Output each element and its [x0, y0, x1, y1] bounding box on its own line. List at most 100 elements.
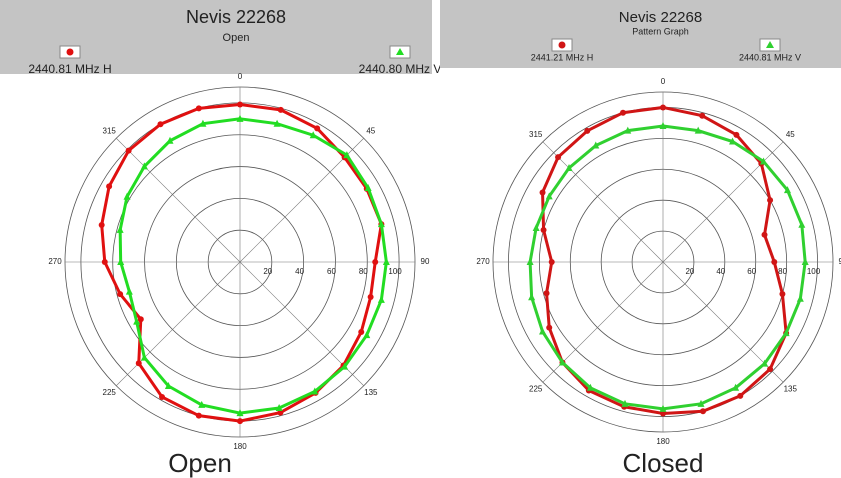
data-point	[140, 353, 148, 361]
data-point	[760, 157, 768, 165]
data-point	[277, 409, 284, 416]
data-point	[699, 112, 706, 119]
data-point	[733, 131, 740, 138]
data-point	[237, 418, 243, 425]
data-point	[737, 392, 744, 399]
radial-tick-label: 80	[359, 267, 368, 276]
radial-tick-label: 20	[685, 267, 694, 276]
data-point	[539, 189, 546, 196]
data-point	[106, 183, 113, 190]
data-point	[159, 394, 166, 401]
data-point	[558, 358, 566, 366]
data-point	[782, 329, 790, 337]
chart-subtitle: Pattern Graph	[632, 26, 689, 36]
data-point	[377, 295, 385, 303]
data-point	[694, 126, 702, 134]
data-point	[125, 287, 133, 295]
data-point	[236, 114, 244, 122]
data-point	[540, 227, 547, 234]
data-point	[140, 162, 148, 170]
data-point	[237, 101, 243, 108]
data-point	[660, 410, 666, 417]
data-point	[620, 109, 627, 116]
data-point	[697, 399, 705, 407]
radial-tick-label: 100	[388, 267, 402, 276]
data-point	[592, 141, 600, 149]
radial-tick-label: 60	[327, 267, 336, 276]
data-point	[135, 360, 142, 367]
legend-marker	[558, 41, 566, 49]
chart-title: Nevis 22268	[619, 9, 702, 26]
angular-tick-label: 135	[784, 384, 798, 393]
data-point	[543, 290, 550, 297]
data-point	[729, 137, 737, 145]
data-point	[236, 409, 244, 417]
radial-tick-label: 40	[295, 267, 304, 276]
data-point	[364, 184, 372, 192]
data-point	[624, 126, 632, 134]
data-point	[198, 400, 206, 408]
data-point	[309, 131, 317, 139]
data-point	[195, 105, 202, 112]
data-point	[565, 164, 573, 172]
data-point	[767, 366, 774, 373]
angular-tick-label: 45	[366, 126, 375, 135]
angular-grid-line	[662, 141, 784, 263]
data-point	[586, 383, 594, 391]
data-point	[277, 106, 284, 113]
chart-subtitle: Open	[223, 32, 250, 44]
legend-marker	[66, 48, 74, 56]
angular-tick-label: 135	[364, 388, 378, 397]
data-point	[311, 387, 319, 395]
data-point	[116, 225, 124, 233]
angular-tick-label: 45	[786, 130, 795, 139]
data-point	[783, 186, 791, 194]
data-point	[761, 231, 768, 238]
data-point	[341, 362, 349, 370]
data-point	[195, 412, 202, 419]
data-point	[732, 383, 740, 391]
angular-tick-label: 225	[103, 388, 117, 397]
data-point	[798, 220, 806, 228]
data-point	[659, 404, 667, 412]
angular-tick-label: 0	[661, 77, 666, 86]
data-point	[801, 258, 809, 265]
data-point	[123, 192, 131, 200]
angular-grid-line	[662, 261, 784, 383]
data-point	[548, 259, 555, 265]
data-point	[157, 121, 164, 128]
data-point	[101, 259, 108, 265]
radial-tick-label: 20	[263, 267, 272, 276]
data-point	[166, 136, 174, 144]
legend-marker	[766, 41, 774, 48]
angular-grid-line	[116, 138, 241, 263]
legend-label: 2440.81 MHz V	[739, 52, 801, 62]
legend-label: 2440.80 MHz V	[359, 62, 442, 76]
data-point	[532, 224, 540, 232]
data-point	[117, 291, 124, 298]
angular-tick-label: 270	[476, 257, 490, 266]
data-point	[555, 154, 562, 161]
data-point	[372, 259, 379, 265]
angular-tick-label: 180	[656, 437, 670, 446]
data-point	[343, 151, 351, 159]
caption: Closed	[623, 448, 704, 478]
radial-tick-label: 80	[778, 267, 787, 276]
data-point	[358, 329, 365, 335]
caption: Open	[168, 448, 232, 478]
angular-tick-label: 90	[839, 257, 841, 266]
data-point	[382, 258, 390, 265]
radial-tick-label: 60	[747, 267, 756, 276]
radial-tick-label: 40	[716, 267, 725, 276]
data-point	[621, 399, 629, 407]
data-point	[771, 259, 778, 265]
data-point	[545, 192, 553, 200]
data-point	[199, 119, 207, 127]
legend-marker	[396, 48, 404, 55]
legend-label: 2441.21 MHz H	[531, 52, 594, 62]
data-point	[660, 104, 666, 111]
data-point	[546, 324, 553, 331]
data-point	[367, 293, 374, 300]
chart-title: Nevis 22268	[186, 7, 286, 27]
